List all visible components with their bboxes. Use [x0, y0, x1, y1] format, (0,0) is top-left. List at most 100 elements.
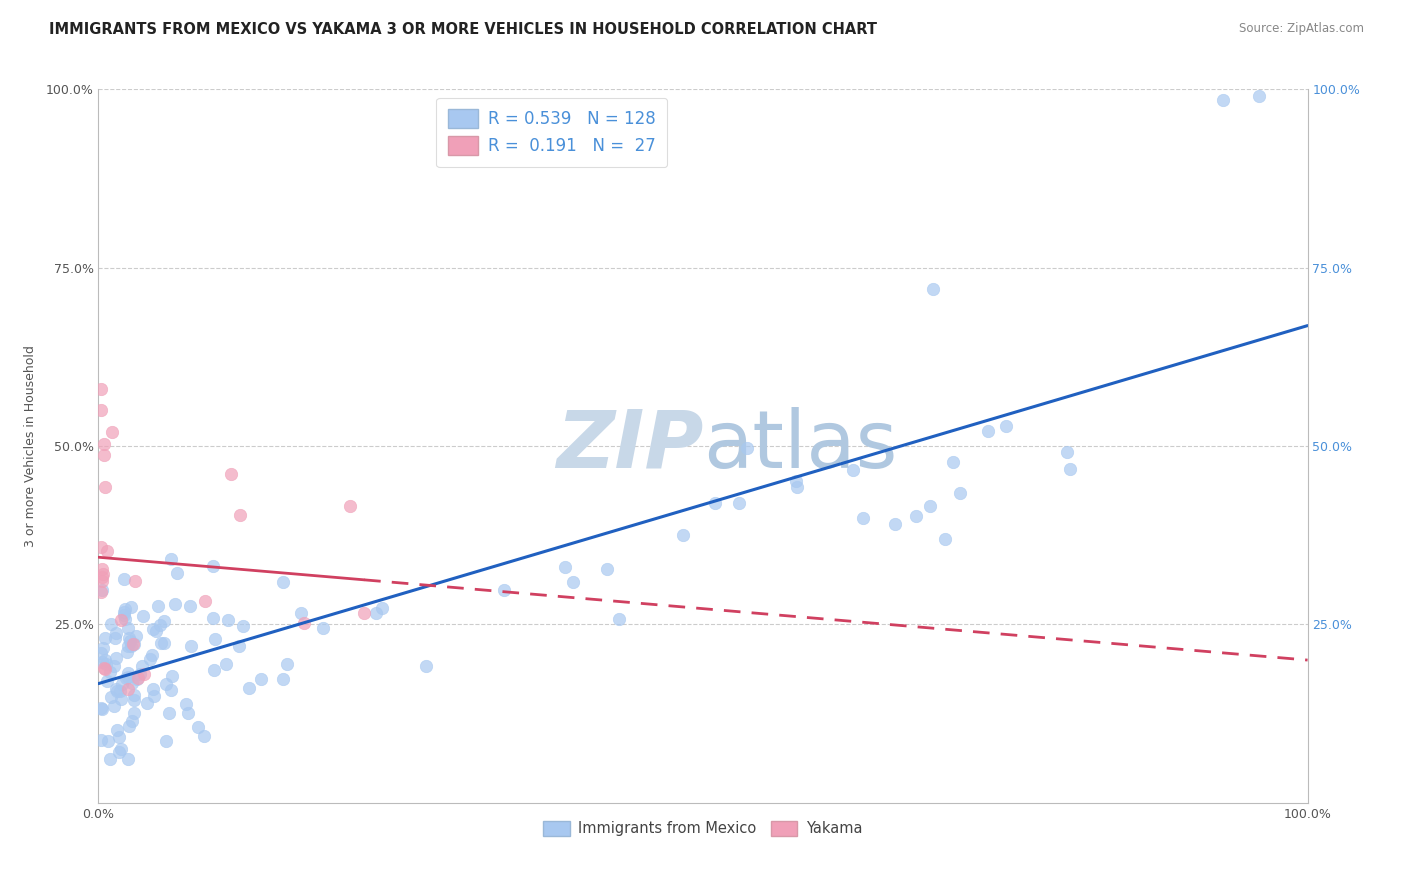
Point [145, 624, 167, 639]
Point [96, 673, 118, 688]
Point [415, 659, 437, 673]
Point [607, 612, 630, 626]
Point [117, 670, 139, 684]
Point [125, 672, 148, 686]
Point [157, 706, 180, 720]
Point [90, 701, 112, 715]
Point [124, 574, 146, 589]
Text: IMMIGRANTS FROM MEXICO VS YAKAMA 3 OR MORE VEHICLES IN HOUSEHOLD CORRELATION CHA: IMMIGRANTS FROM MEXICO VS YAKAMA 3 OR MO… [49, 22, 877, 37]
Point [139, 652, 162, 666]
Point [118, 634, 141, 648]
Point [977, 425, 1000, 439]
Point [312, 621, 335, 635]
Point [100, 690, 122, 704]
Point [122, 706, 145, 720]
Point [94, 480, 117, 494]
Point [229, 508, 252, 522]
Point [852, 510, 875, 524]
Point [96, 544, 118, 558]
Point [127, 671, 149, 685]
Point [728, 496, 751, 510]
Point [104, 631, 127, 645]
Point [90, 732, 112, 747]
Point [110, 742, 132, 756]
Point [124, 688, 146, 702]
Text: atlas: atlas [703, 407, 897, 485]
Point [883, 516, 905, 531]
Y-axis label: 3 or more Vehicles in Household: 3 or more Vehicles in Household [24, 345, 38, 547]
Point [101, 425, 124, 439]
Point [117, 752, 139, 766]
Point [118, 719, 141, 733]
Point [922, 282, 945, 296]
Text: ZIP: ZIP [555, 407, 703, 485]
Point [91, 574, 114, 589]
Point [201, 611, 224, 625]
Point [118, 631, 141, 645]
Point [153, 635, 176, 649]
Point [114, 612, 136, 626]
Point [121, 676, 143, 690]
Point [159, 682, 181, 697]
Point [904, 509, 927, 524]
Point [103, 698, 125, 713]
Point [107, 745, 129, 759]
Point [176, 706, 198, 720]
Point [125, 629, 148, 643]
Point [117, 666, 139, 681]
Point [704, 496, 727, 510]
Point [98, 665, 121, 679]
Point [110, 683, 132, 698]
Point [110, 614, 132, 628]
Point [179, 599, 201, 614]
Point [90, 702, 112, 716]
Point [100, 616, 122, 631]
Point [554, 560, 576, 574]
Point [90, 647, 112, 661]
Point [90, 585, 112, 599]
Point [194, 593, 217, 607]
Point [132, 667, 155, 681]
Point [217, 613, 239, 627]
Point [149, 636, 172, 650]
Point [90, 540, 112, 554]
Point [93, 449, 115, 463]
Point [735, 442, 758, 456]
Point [141, 648, 163, 662]
Point [91, 570, 114, 584]
Point [215, 657, 238, 671]
Point [148, 599, 170, 614]
Point [339, 499, 361, 513]
Point [353, 607, 375, 621]
Point [238, 681, 260, 695]
Point [121, 637, 143, 651]
Point [176, 697, 198, 711]
Point [91, 567, 114, 582]
Point [371, 600, 394, 615]
Point [934, 532, 956, 546]
Point [112, 572, 135, 586]
Point [93, 436, 115, 450]
Point [94, 632, 117, 646]
Point [136, 696, 159, 710]
Point [122, 637, 145, 651]
Point [91, 583, 114, 598]
Point [364, 606, 387, 620]
Point [132, 609, 155, 624]
Point [841, 462, 863, 476]
Point [93, 661, 115, 675]
Point [1056, 445, 1078, 459]
Point [90, 562, 112, 576]
Point [91, 640, 114, 655]
Point [785, 474, 807, 488]
Point [94, 657, 117, 671]
Point [149, 618, 172, 632]
Point [142, 681, 165, 696]
Point [204, 663, 226, 677]
Point [204, 632, 226, 647]
Point [918, 499, 941, 513]
Point [105, 683, 128, 698]
Point [219, 467, 242, 481]
Point [1059, 462, 1081, 476]
Point [786, 480, 808, 494]
